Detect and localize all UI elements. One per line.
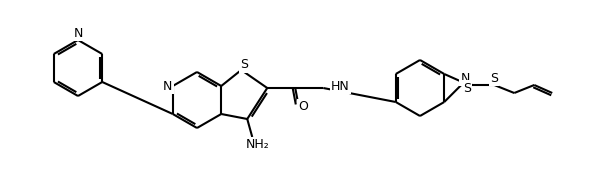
Text: S: S bbox=[240, 59, 248, 71]
Text: N: N bbox=[74, 26, 83, 39]
Text: S: S bbox=[490, 71, 498, 84]
Text: N: N bbox=[163, 79, 173, 92]
Text: N: N bbox=[461, 71, 470, 84]
Text: HN: HN bbox=[331, 79, 350, 92]
Text: NH₂: NH₂ bbox=[246, 139, 269, 152]
Text: S: S bbox=[463, 81, 471, 94]
Text: O: O bbox=[299, 100, 308, 113]
